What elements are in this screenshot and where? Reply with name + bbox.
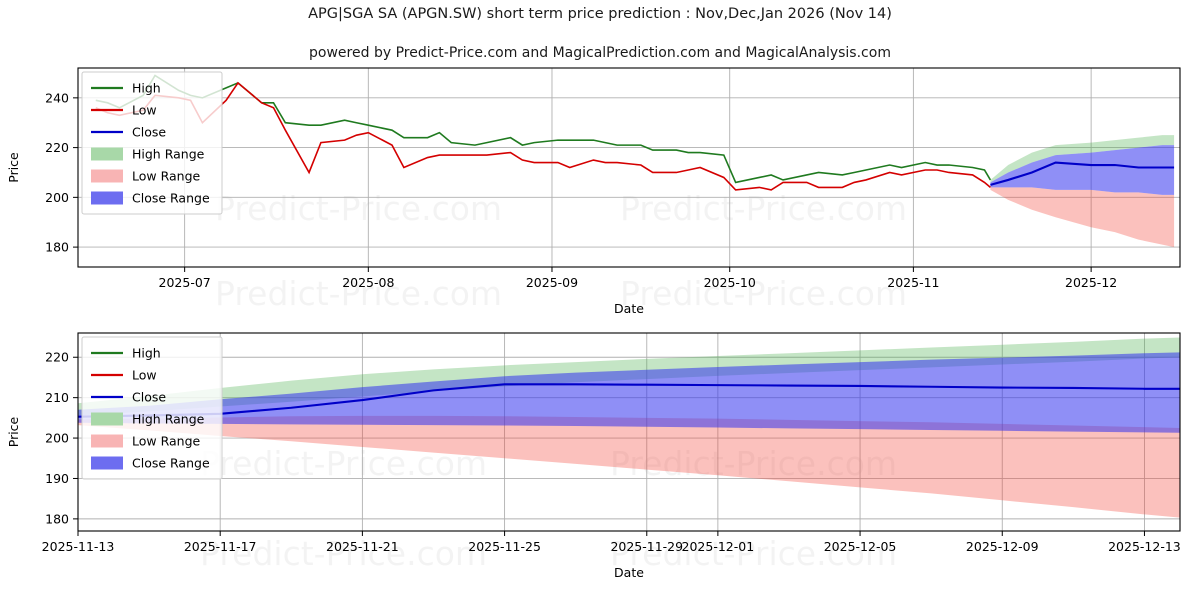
legend-item-label: Close Range (132, 456, 210, 471)
x-tick-label: 2025-07 (159, 275, 211, 290)
watermark: Predict-Price.com Predict-Price.com Predic… (200, 444, 897, 573)
svg-text:Predict-Price.com: Predict-Price.com (200, 444, 487, 483)
x-axis-label: Date (614, 565, 644, 580)
low-range-band (78, 415, 1180, 518)
y-tick-label: 220 (45, 140, 69, 155)
y-tick-label: 210 (45, 390, 69, 405)
legend-item-label: Low Range (132, 434, 201, 449)
chart-legend: High Low Close High Range Low Range Close Ran… (81, 336, 223, 480)
close-range-band (990, 145, 1175, 195)
series-line-close (990, 161, 1175, 186)
y-tick-label: 240 (45, 90, 69, 105)
y-tick-label: 220 (45, 350, 69, 365)
y-axis-label: Price (6, 152, 21, 183)
svg-text:Predict-Price.com: Predict-Price.com (215, 274, 502, 313)
svg-text:Predict-Price.com: Predict-Price.com (620, 274, 907, 313)
x-tick-label: 2025-12-13 (1108, 539, 1181, 554)
x-tick-label: 2025-11 (887, 275, 939, 290)
legend-swatch-band (91, 434, 123, 448)
detail-chart-svg: Predict-Price.com Predict-Price.com Predic… (6, 332, 1181, 580)
x-tick-label: 2025-09 (526, 275, 578, 290)
chart-legend: High Low Close High Range Low Range Close Ran… (81, 71, 223, 215)
close-range-band (78, 352, 1180, 433)
svg-text:Predict-Price.com: Predict-Price.com (610, 444, 897, 483)
legend-swatch-band (91, 191, 123, 205)
legend-swatch-band (91, 169, 123, 183)
series-line-close (77, 383, 1180, 418)
legend-item-label: Close Range (132, 191, 210, 206)
legend-item-label: Low Range (132, 169, 201, 184)
legend-item-label: Close (132, 125, 166, 140)
series-line-low (95, 81, 991, 191)
x-tick-label: 2025-12-05 (824, 539, 897, 554)
low-range-band (990, 187, 1175, 248)
legend-item-label: Close (132, 390, 166, 405)
x-tick-label: 2025-12-09 (966, 539, 1039, 554)
page-subtitle: powered by Predict-Price.com and Magical… (309, 45, 891, 61)
svg-text:Predict-Price.com: Predict-Price.com (215, 189, 502, 228)
detail-chart-panel: Predict-Price.com Predict-Price.com Predic… (0, 325, 1200, 600)
svg-text:Predict-Price.com: Predict-Price.com (200, 534, 487, 573)
legend-swatch-band (91, 456, 123, 470)
y-tick-label: 200 (45, 431, 69, 446)
x-tick-label: 2025-11-21 (326, 539, 399, 554)
x-tick-label: 2025-11-13 (42, 539, 115, 554)
x-tick-label: 2025-11-29 (610, 539, 683, 554)
legend-item-label: High Range (132, 147, 205, 162)
overview-chart-svg: Predict-Price.com Predict-Price.com Predic… (6, 67, 1181, 316)
legend-swatch-band (91, 412, 123, 426)
legend-item-label: High Range (132, 412, 205, 427)
legend-item-label: Low (132, 368, 157, 383)
x-tick-label: 2025-11-25 (468, 539, 541, 554)
svg-text:Predict-Price.com: Predict-Price.com (620, 189, 907, 228)
x-tick-label: 2025-08 (342, 275, 394, 290)
y-tick-label: 180 (45, 240, 69, 255)
x-tick-label: 2025-12 (1065, 275, 1117, 290)
legend-item-label: Low (132, 103, 157, 118)
legend-item-label: High (132, 81, 161, 96)
y-tick-label: 200 (45, 190, 69, 205)
overview-chart-panel: Predict-Price.com Predict-Price.com Predic… (0, 60, 1200, 320)
legend-swatch-band (91, 147, 123, 161)
high-range-band (990, 135, 1175, 183)
x-tick-label: 2025-10 (704, 275, 756, 290)
watermark: Predict-Price.com Predict-Price.com Predic… (215, 189, 907, 313)
x-tick-label: 2025-11-17 (184, 539, 257, 554)
y-tick-label: 190 (45, 471, 69, 486)
y-tick-label: 180 (45, 511, 69, 526)
x-axis-label: Date (614, 301, 644, 316)
svg-text:Predict-Price.com: Predict-Price.com (610, 534, 897, 573)
page-title: APG|SGA SA (APGN.SW) short term price pr… (308, 6, 892, 22)
x-tick-label: 2025-12-01 (682, 539, 755, 554)
legend-item-label: High (132, 346, 161, 361)
y-axis-label: Price (6, 416, 21, 447)
